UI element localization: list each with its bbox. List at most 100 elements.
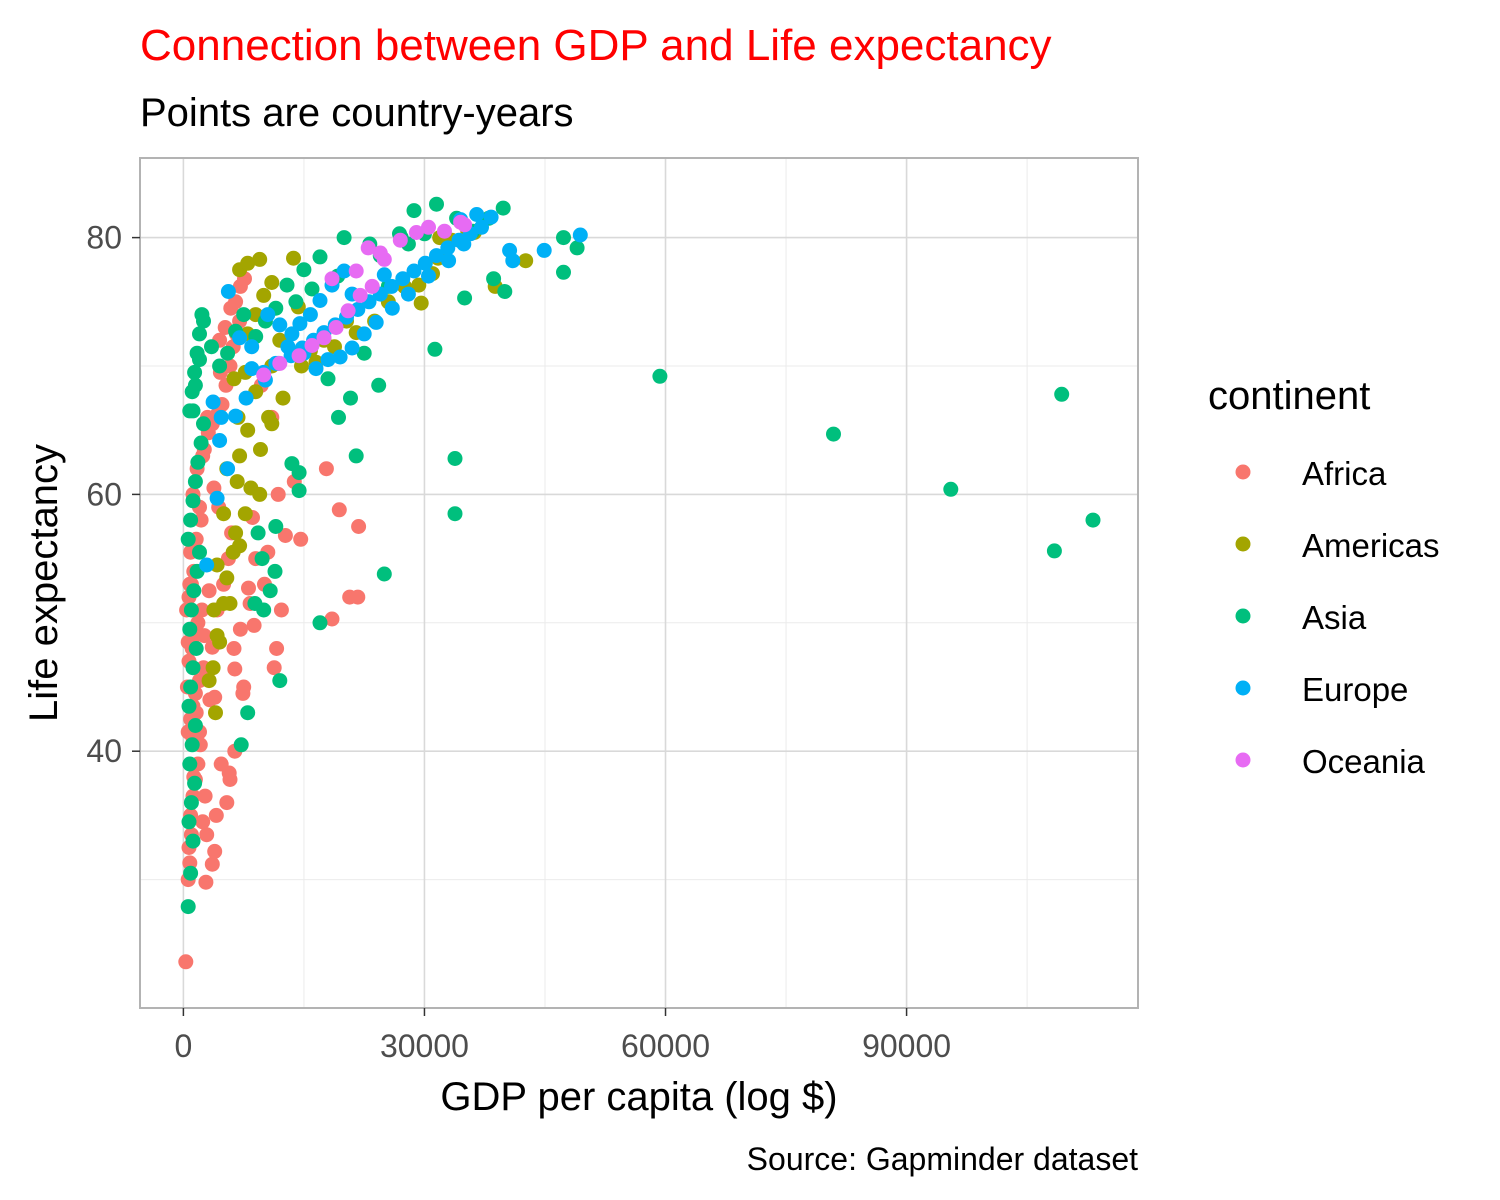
y-axis-title: Life expectancy (22, 444, 66, 722)
data-point-asia (188, 641, 204, 656)
data-point-europe (213, 409, 229, 425)
data-point-europe (212, 433, 228, 448)
data-point-americas (275, 390, 291, 406)
data-point-europe (406, 263, 422, 279)
data-point-americas (232, 448, 248, 464)
data-point-asia (180, 531, 196, 547)
data-point-asia (312, 249, 328, 265)
data-point-asia (204, 339, 219, 355)
data-point-asia (1054, 386, 1070, 402)
data-point-europe (332, 349, 348, 365)
x-tick-label: 0 (174, 1028, 192, 1064)
data-point-americas (256, 287, 272, 303)
data-point-americas (208, 705, 223, 721)
data-point-oceania (316, 330, 332, 346)
data-point-asia (192, 544, 207, 560)
data-point-americas (240, 255, 256, 271)
legend-key-americas (1235, 536, 1251, 552)
data-point-europe (429, 248, 444, 264)
legend-label-europe: Europe (1302, 671, 1408, 708)
data-point-europe (376, 267, 392, 283)
data-point-africa (201, 583, 217, 599)
data-point-europe (228, 408, 244, 424)
data-point-asia (192, 352, 207, 368)
x-axis-title: GDP per capita (log $) (440, 1075, 837, 1119)
data-point-europe (421, 268, 436, 284)
data-point-asia (183, 795, 199, 811)
data-point-americas (240, 422, 256, 438)
data-point-europe (536, 242, 552, 258)
data-point-europe (320, 352, 336, 368)
data-point-americas (228, 525, 244, 541)
legend-label-americas: Americas (1302, 527, 1440, 564)
data-point-africa (204, 856, 220, 872)
data-point-asia (187, 775, 203, 791)
data-point-asia (427, 341, 443, 357)
data-point-asia (186, 583, 202, 599)
data-point-asia (193, 435, 209, 451)
data-point-asia (183, 602, 199, 618)
data-point-asia (267, 563, 283, 579)
data-point-asia (185, 660, 201, 676)
chart-subtitle: Points are country-years (140, 91, 574, 135)
data-point-oceania (256, 367, 272, 383)
legend-title: continent (1208, 374, 1370, 418)
data-point-asia (196, 416, 211, 432)
data-point-americas (229, 474, 245, 490)
data-point-europe (440, 240, 456, 256)
data-point-asia (187, 474, 203, 490)
data-point-asia (190, 454, 206, 470)
x-tick-label: 60000 (621, 1028, 710, 1064)
data-point-americas (286, 250, 301, 266)
data-point-asia (183, 512, 199, 528)
data-point-asia (1085, 512, 1101, 528)
data-point-europe (483, 209, 499, 225)
data-point-oceania (360, 240, 376, 256)
data-point-americas (518, 253, 534, 269)
data-point-europe (368, 314, 384, 330)
data-point-oceania (340, 303, 356, 319)
data-point-europe (220, 284, 236, 299)
data-point-europe (456, 236, 472, 252)
data-point-africa (266, 660, 282, 676)
data-point-africa (208, 807, 224, 823)
data-point-oceania (376, 251, 392, 267)
data-point-asia (556, 230, 571, 246)
data-point-asia (250, 525, 266, 541)
data-point-asia (196, 313, 211, 329)
data-point-asia (331, 409, 346, 425)
data-point-africa (273, 602, 289, 618)
data-point-americas (209, 628, 225, 644)
data-point-asia (233, 737, 249, 753)
data-point-africa (246, 617, 262, 633)
data-point-africa (277, 528, 293, 543)
data-point-asia (652, 368, 668, 384)
data-point-asia (1046, 543, 1062, 559)
data-point-europe (356, 326, 372, 342)
data-point-americas (413, 295, 429, 311)
data-point-asia (348, 448, 364, 464)
data-point-asia (376, 566, 392, 582)
data-point-oceania (291, 348, 307, 364)
data-point-asia (236, 307, 252, 323)
data-point-asia (180, 899, 196, 915)
legend-label-oceania: Oceania (1302, 743, 1426, 780)
data-point-asia (182, 621, 198, 637)
data-point-asia (486, 271, 502, 287)
data-point-asia (212, 358, 228, 374)
data-point-africa (196, 628, 212, 644)
data-point-asia (343, 390, 358, 406)
data-point-asia (187, 377, 203, 393)
data-point-americas (209, 557, 225, 573)
data-point-asia (279, 277, 295, 293)
data-point-europe (272, 317, 288, 333)
data-point-oceania (421, 219, 436, 235)
data-point-oceania (352, 287, 368, 303)
data-point-europe (336, 263, 352, 279)
data-point-europe (395, 271, 411, 287)
data-point-americas (205, 660, 221, 676)
data-point-europe (308, 361, 324, 377)
data-point-asia (556, 264, 571, 280)
data-point-asia (320, 371, 336, 387)
